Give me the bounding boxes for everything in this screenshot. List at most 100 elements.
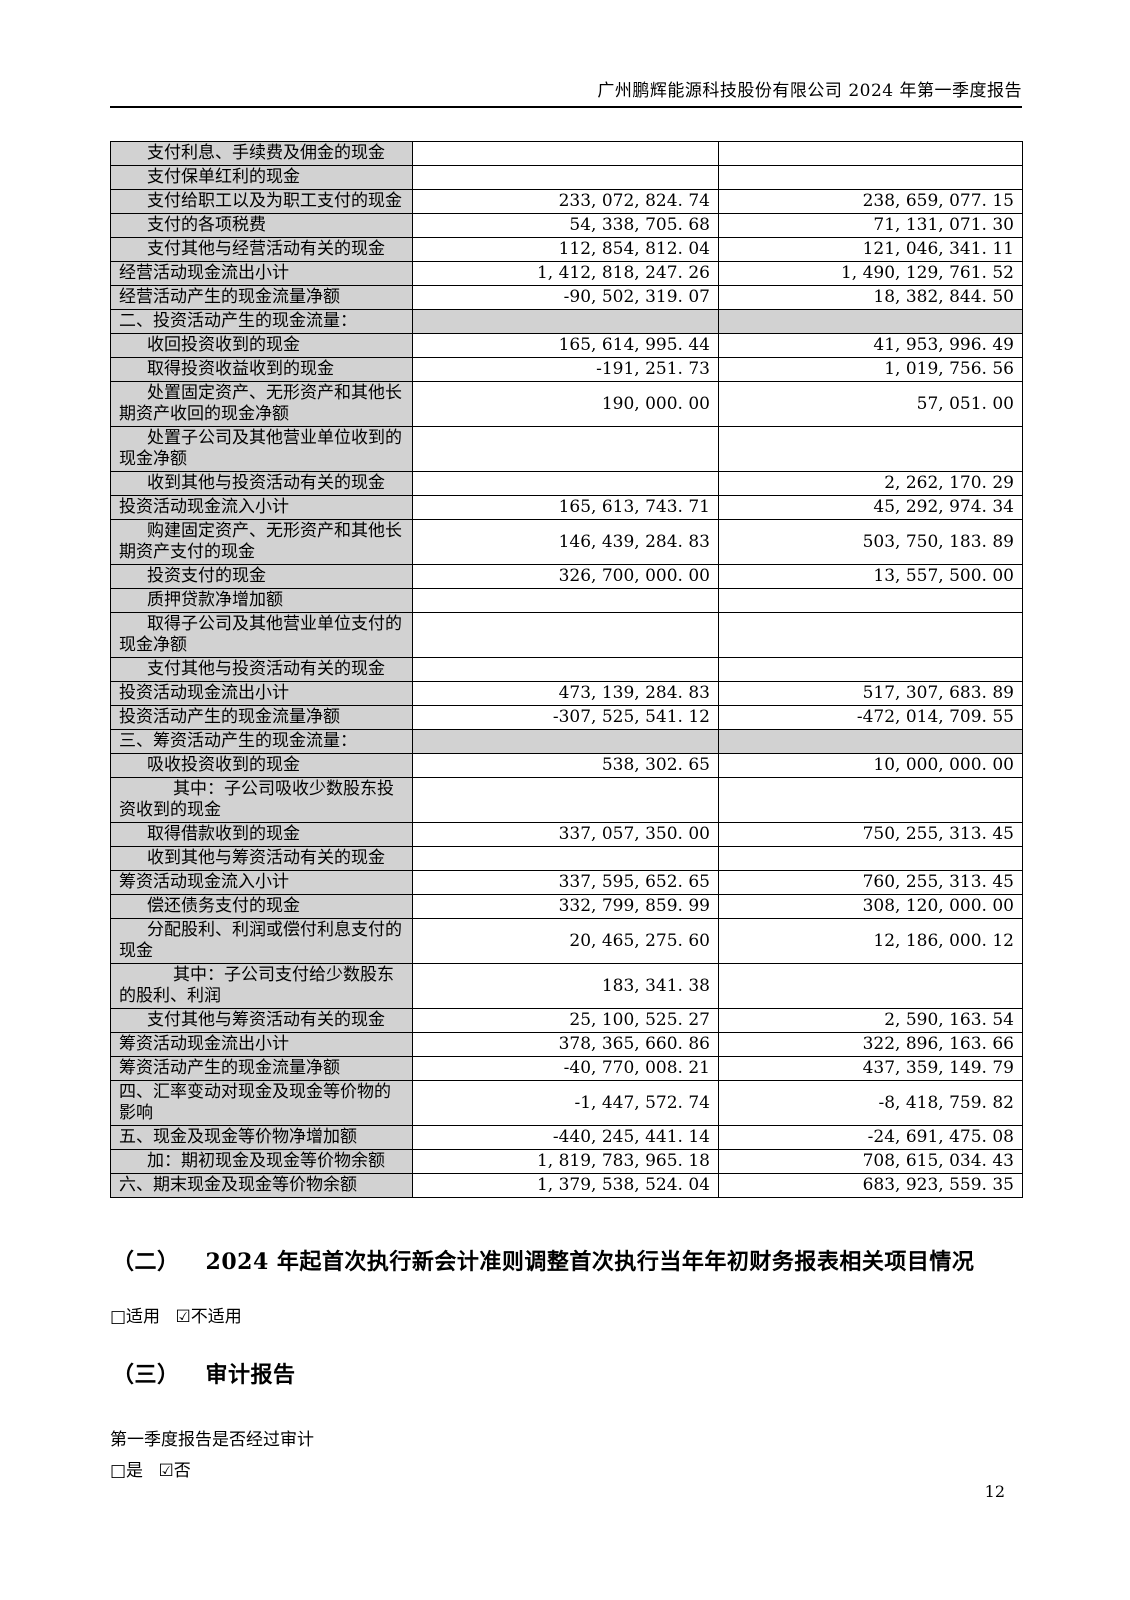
row-label: 支付利息、手续费及佣金的现金 [110,141,413,166]
prior-period-value [718,588,1023,613]
table-row: 其中：子公司吸收少数股东投资收到的现金 [110,777,1023,823]
prior-period-value: 322, 896, 163. 66 [718,1032,1023,1057]
row-label: 支付给职工以及为职工支付的现金 [110,189,413,214]
prior-period-value: 1, 490, 129, 761. 52 [718,261,1023,286]
not-applicable-checkbox-option: ☑不适用 [175,1307,242,1327]
row-label: 投资活动产生的现金流量净额 [110,705,413,730]
audit-no-checkbox-option: ☑否 [158,1461,191,1481]
table-row: 吸收投资收到的现金 538, 302. 65 10, 000, 000. 00 [110,753,1023,778]
prior-period-value: 708, 615, 034. 43 [718,1149,1023,1174]
section-3-title: 审计报告 [205,1362,296,1388]
prior-period-value: 308, 120, 000. 00 [718,894,1023,919]
current-period-value: 146, 439, 284. 83 [412,519,719,565]
current-period-value: -40, 770, 008. 21 [412,1056,719,1081]
row-label: 四、汇率变动对现金及现金等价物的影响 [110,1080,413,1126]
section-3-heading: （三） 审计报告 [112,1357,1022,1389]
row-label: 筹资活动现金流入小计 [110,870,413,895]
table-row: 分配股利、利润或偿付利息支付的现金 20, 465, 275. 60 12, 186… [110,918,1023,964]
row-label: 投资支付的现金 [110,564,413,589]
table-row: 投资活动现金流入小计 165, 613, 743. 71 45, 292, 974.… [110,495,1023,520]
current-period-value [412,588,719,613]
current-period-value: -307, 525, 541. 12 [412,705,719,730]
section-2-heading: （二） 2024 年起首次执行新会计准则调整首次执行当年年初财务报表相关项目情况 [112,1244,1022,1276]
row-label: 偿还债务支付的现金 [110,894,413,919]
prior-period-value: 683, 923, 559. 35 [718,1173,1023,1198]
table-row: 支付其他与经营活动有关的现金 112, 854, 812. 04 121, 046,… [110,237,1023,262]
header-title: 广州鹏辉能源科技股份有限公司 2024 年第一季度报告 [597,81,1022,101]
row-label: 取得子公司及其他营业单位支付的现金净额 [110,612,413,658]
prior-period-value: 1, 019, 756. 56 [718,357,1023,382]
row-label: 其中：子公司吸收少数股东投资收到的现金 [110,777,413,823]
prior-period-value: 18, 382, 844. 50 [718,285,1023,310]
section-header-row: 三、筹资活动产生的现金流量： [110,729,1023,754]
current-period-value: -90, 502, 319. 07 [412,285,719,310]
current-period-value [412,165,719,190]
prior-period-value: 13, 557, 500. 00 [718,564,1023,589]
section-header-row: 二、投资活动产生的现金流量： [110,309,1023,334]
table-row: 投资支付的现金 326, 700, 000. 00 13, 557, 500. 00 [110,564,1023,589]
prior-period-value [718,141,1023,166]
prior-period-value: 238, 659, 077. 15 [718,189,1023,214]
current-period-value [412,309,719,334]
current-period-value: 25, 100, 525. 27 [412,1008,719,1033]
current-period-value: 332, 799, 859. 99 [412,894,719,919]
table-row: 其中：子公司支付给少数股东的股利、利润 183, 341. 38 [110,963,1023,1009]
prior-period-value: -472, 014, 709. 55 [718,705,1023,730]
row-label: 购建固定资产、无形资产和其他长期资产支付的现金 [110,519,413,565]
current-period-value: 165, 613, 743. 71 [412,495,719,520]
prior-period-value: 121, 046, 341. 11 [718,237,1023,262]
table-row: 取得投资收益收到的现金 -191, 251. 73 1, 019, 756. 56 [110,357,1023,382]
current-period-value [412,612,719,658]
table-row: 投资活动产生的现金流量净额 -307, 525, 541. 12 -472, 014… [110,705,1023,730]
current-period-value: 183, 341. 38 [412,963,719,1009]
row-label: 投资活动现金流入小计 [110,495,413,520]
current-period-value: 326, 700, 000. 00 [412,564,719,589]
row-label: 处置固定资产、无形资产和其他长期资产收回的现金净额 [110,381,413,427]
prior-period-value: 750, 255, 313. 45 [718,822,1023,847]
table-row: 处置固定资产、无形资产和其他长期资产收回的现金净额 190, 000. 00 57,… [110,381,1023,427]
page-content: 广州鹏辉能源科技股份有限公司 2024 年第一季度报告 支付利息、手续费及佣金的… [110,0,1023,1481]
current-period-value: 473, 139, 284. 83 [412,681,719,706]
cash-flow-table: 支付利息、手续费及佣金的现金 支付保单红利的现金 支付给职工以及为职工支付的现金 23… [110,141,1023,1198]
current-period-value: 233, 072, 824. 74 [412,189,719,214]
prior-period-value: 41, 953, 996. 49 [718,333,1023,358]
current-period-value: 190, 000. 00 [412,381,719,427]
current-period-value: 337, 595, 652. 65 [412,870,719,895]
row-label: 支付其他与筹资活动有关的现金 [110,1008,413,1033]
audit-options: □是 ☑否 [110,1456,1022,1481]
row-label: 筹资活动产生的现金流量净额 [110,1056,413,1081]
row-label: 经营活动产生的现金流量净额 [110,285,413,310]
current-period-value: -440, 245, 441. 14 [412,1125,719,1150]
prior-period-value: 2, 590, 163. 54 [718,1008,1023,1033]
table-row: 筹资活动现金流入小计 337, 595, 652. 65 760, 255, 313… [110,870,1023,895]
row-label: 吸收投资收到的现金 [110,753,413,778]
prior-period-value [718,426,1023,472]
page-header: 广州鹏辉能源科技股份有限公司 2024 年第一季度报告 [110,0,1022,108]
table-row: 四、汇率变动对现金及现金等价物的影响 -1, 447, 572. 74 -8, 41… [110,1080,1023,1126]
prior-period-value: 437, 359, 149. 79 [718,1056,1023,1081]
prior-period-value [718,846,1023,871]
row-label: 收到其他与筹资活动有关的现金 [110,846,413,871]
table-row: 支付利息、手续费及佣金的现金 [110,141,1023,166]
prior-period-value: 517, 307, 683. 89 [718,681,1023,706]
table-row: 处置子公司及其他营业单位收到的现金净额 [110,426,1023,472]
row-label: 支付保单红利的现金 [110,165,413,190]
table-row: 经营活动产生的现金流量净额 -90, 502, 319. 07 18, 382, 8… [110,285,1023,310]
prior-period-value: -24, 691, 475. 08 [718,1125,1023,1150]
current-period-value: 20, 465, 275. 60 [412,918,719,964]
row-label: 支付其他与投资活动有关的现金 [110,657,413,682]
table-row: 筹资活动现金流出小计 378, 365, 660. 86 322, 896, 163… [110,1032,1023,1057]
table-row: 支付其他与投资活动有关的现金 [110,657,1023,682]
table-row: 投资活动现金流出小计 473, 139, 284. 83 517, 307, 683… [110,681,1023,706]
current-period-value [412,777,719,823]
current-period-value: 1, 379, 538, 524. 04 [412,1173,719,1198]
table-row: 取得借款收到的现金 337, 057, 350. 00 750, 255, 313.… [110,822,1023,847]
prior-period-value: 12, 186, 000. 12 [718,918,1023,964]
table-row: 质押贷款净增加额 [110,588,1023,613]
table-row: 取得子公司及其他营业单位支付的现金净额 [110,612,1023,658]
row-label: 处置子公司及其他营业单位收到的现金净额 [110,426,413,472]
table-row: 支付给职工以及为职工支付的现金 233, 072, 824. 74 238, 659… [110,189,1023,214]
current-period-value: 378, 365, 660. 86 [412,1032,719,1057]
table-row: 支付其他与筹资活动有关的现金 25, 100, 525. 27 2, 590, 16… [110,1008,1023,1033]
row-label: 取得借款收到的现金 [110,822,413,847]
